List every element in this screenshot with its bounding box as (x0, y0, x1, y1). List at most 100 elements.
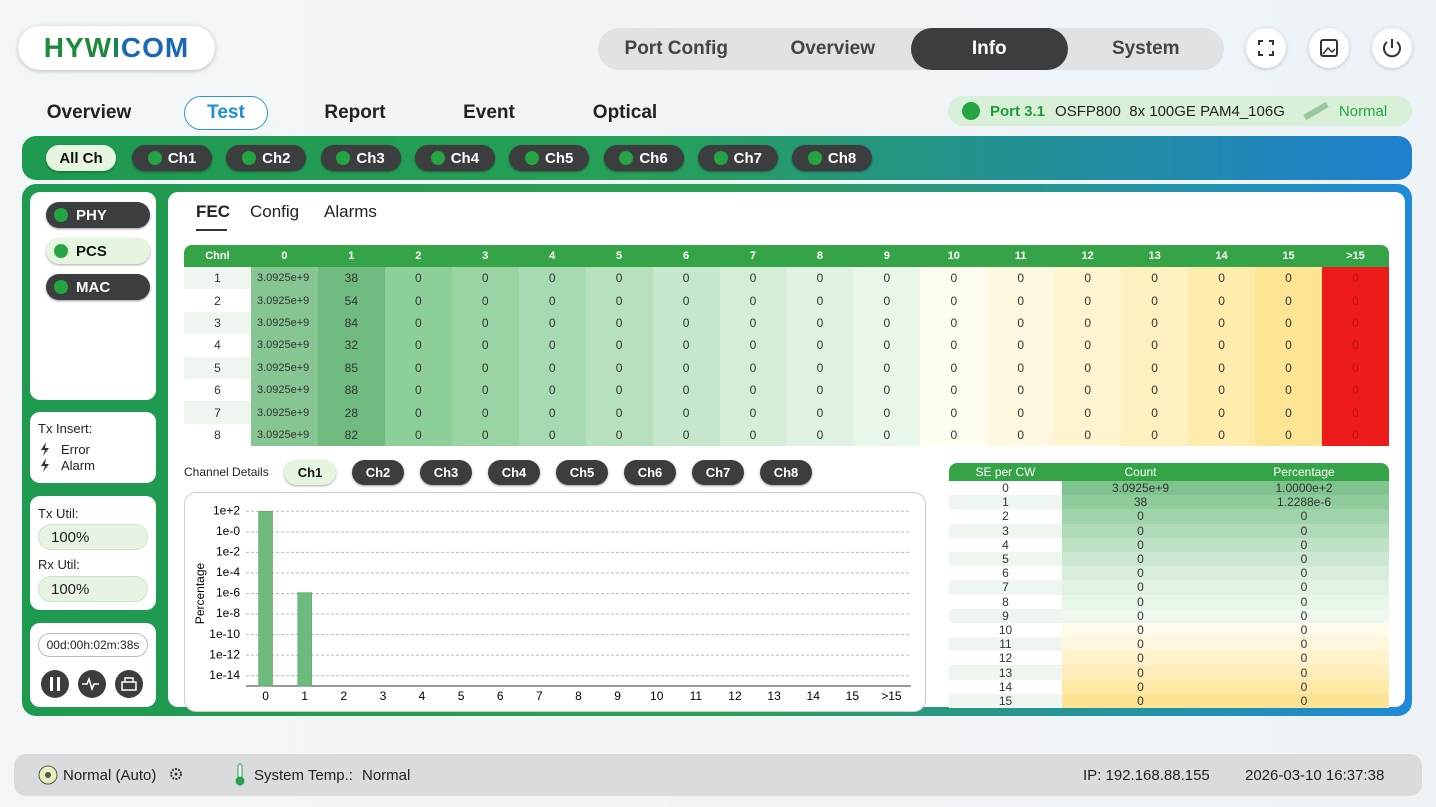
util-box: Tx Util: 100% Rx Util: 100% (30, 496, 156, 610)
cell: 0 (786, 378, 854, 402)
cell: 0 (1062, 665, 1219, 680)
sub-tab[interactable]: Event (463, 102, 515, 123)
channel-detail-button[interactable]: Ch4 (488, 460, 540, 485)
x-tick-label: 3 (380, 689, 387, 703)
cell: 0 (719, 356, 787, 379)
cell: 3.0925e+9 (250, 401, 318, 424)
cell: 0 (585, 378, 653, 402)
cell: 3.0925e+9 (250, 289, 318, 312)
sub-tab[interactable]: Optical (592, 102, 658, 123)
cell: 3.0925e+9 (250, 423, 318, 447)
status-dot (54, 244, 68, 258)
power-button[interactable] (1372, 28, 1412, 68)
channel-button[interactable]: Ch3 (320, 145, 401, 171)
fullscreen-button[interactable] (1246, 28, 1286, 68)
tab[interactable]: Config (250, 202, 300, 221)
channel-button[interactable]: Ch5 (509, 145, 590, 171)
cell: 0 (384, 401, 452, 424)
settings-icon[interactable] (169, 767, 183, 781)
insert-error[interactable]: Error (61, 442, 90, 457)
cell: 0 (1219, 622, 1389, 638)
channel-detail-button[interactable]: Ch7 (692, 460, 744, 485)
layer-button[interactable]: MAC (46, 274, 150, 300)
x-tick-label: >15 (881, 689, 902, 703)
channel-detail-button[interactable]: Ch2 (352, 460, 404, 485)
status-dot (147, 151, 162, 165)
cell: 0 (1321, 401, 1389, 424)
nav-tab[interactable]: Overview (790, 38, 876, 59)
insert-alarm[interactable]: Alarm (61, 458, 95, 473)
cell: 0 (1255, 289, 1322, 312)
layer-label: MAC (76, 278, 111, 296)
column-header: Chnl (184, 245, 251, 267)
channel-button[interactable]: Ch4 (414, 145, 495, 171)
nav-tab[interactable]: Port Config (624, 38, 728, 59)
x-tick-label: 6 (497, 689, 504, 703)
cell: 0 (652, 378, 720, 402)
channel-label: Ch1 (167, 149, 197, 167)
sub-tab[interactable]: Report (324, 102, 386, 123)
table-row: 1 3.0925e+9 38 0 0 0 0 0 0 0 0 0 0 0 0 0 0 0 (184, 267, 1389, 290)
channel-button[interactable]: Ch8 (792, 145, 873, 171)
cell: 0 (1255, 334, 1322, 357)
cell: 0 (384, 378, 452, 402)
table-row: 12 0 0 (949, 651, 1389, 666)
cell: 10 (949, 622, 1062, 638)
channel-button[interactable]: Ch2 (226, 145, 307, 171)
cell: 0 (987, 378, 1055, 402)
cell: 0 (719, 378, 787, 402)
cell: 0 (384, 334, 452, 357)
column-header: 12 (1054, 245, 1122, 267)
port-id: Port 3.1 (990, 102, 1046, 120)
channel-button[interactable]: Ch1 (132, 145, 212, 171)
channel-detail-button[interactable]: Ch6 (624, 460, 676, 485)
channel-bar: All Ch Ch1 Ch2 Ch3 Ch4 Ch5 Ch6 Ch7 Ch8 (22, 136, 1412, 180)
tab[interactable]: FEC (196, 202, 230, 221)
x-tick-label: 9 (614, 689, 621, 703)
cell: 0 (1321, 378, 1389, 402)
channel-detail-button[interactable]: Ch3 (420, 460, 472, 485)
cell: 0 (786, 267, 854, 290)
cell: 6 (949, 566, 1062, 581)
sub-tab[interactable]: Test (184, 96, 268, 130)
cell: 0 (853, 311, 921, 335)
sub-tab[interactable]: Overview (46, 102, 132, 123)
table-row: 6 3.0925e+9 88 0 0 0 0 0 0 0 0 0 0 0 0 0 0 0 (184, 378, 1389, 402)
cell: 0 (451, 289, 519, 312)
temp-icon (235, 763, 245, 786)
nav-tab[interactable]: Info (911, 28, 1068, 70)
table-row: 14 0 0 (949, 679, 1389, 694)
cell: 0 (920, 356, 988, 379)
layer-label: PHY (76, 206, 107, 224)
channel-detail-button[interactable]: Ch8 (760, 460, 812, 485)
channel-button[interactable]: All Ch (46, 145, 116, 171)
y-tick-label: 1e-6 (216, 586, 240, 600)
cell: 1 (949, 495, 1062, 510)
channel-detail-button[interactable]: Ch1 (284, 460, 336, 485)
screenshot-button[interactable] (1309, 28, 1349, 68)
x-tick-label: 12 (728, 689, 742, 703)
cell: 0 (1321, 311, 1389, 335)
channel-button[interactable]: Ch6 (603, 145, 684, 171)
x-tick-label: 0 (262, 689, 269, 703)
cell: 0 (1255, 311, 1322, 335)
cell: 0 (1062, 622, 1219, 638)
cell: 0 (585, 289, 653, 312)
channel-button[interactable]: Ch7 (697, 145, 778, 171)
y-tick-label: 1e-8 (216, 606, 240, 620)
cell: 0 (1188, 267, 1255, 290)
x-tick-label: 1 (301, 689, 308, 703)
cell: 0 (451, 311, 519, 335)
cell: 82 (317, 423, 385, 447)
layer-box: PHY PCS MAC (30, 192, 156, 400)
channel-detail-button[interactable]: Ch5 (556, 460, 608, 485)
layer-button[interactable]: PCS (46, 238, 150, 264)
layer-button[interactable]: PHY (46, 202, 150, 228)
cell: 3.0925e+9 (250, 267, 318, 290)
layer-label: PCS (76, 242, 107, 260)
nav-tab[interactable]: System (1111, 38, 1180, 59)
control-buttons[interactable] (40, 669, 150, 701)
cell: 14 (949, 679, 1062, 694)
tab[interactable]: Alarms (324, 202, 377, 221)
